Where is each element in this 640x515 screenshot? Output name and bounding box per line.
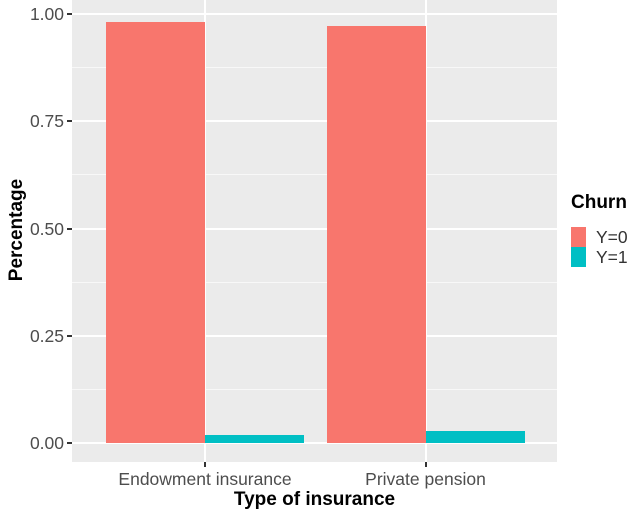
gridline-major-horizontal <box>72 442 557 444</box>
legend-label-y-0: Y=0 <box>596 227 628 247</box>
legend-title: Churn <box>571 192 627 213</box>
x-tick-mark <box>204 462 206 467</box>
gridline-minor-horizontal <box>72 67 557 69</box>
y-tick-label: 1.00 <box>29 4 64 24</box>
y-tick-label: 0.50 <box>29 218 64 239</box>
y-tick-mark <box>67 13 72 15</box>
legend-label-y-1: Y=1 <box>596 247 628 267</box>
gridline-major-horizontal <box>72 13 557 15</box>
x-tick-mark <box>424 462 427 467</box>
bar-y-1-private-pension <box>425 430 525 443</box>
y-tick-mark <box>67 442 72 444</box>
x-tick-label-private-pension: Private pension <box>365 469 486 489</box>
y-tick-mark <box>67 334 72 337</box>
legend-items: Y=0 Y=1 <box>571 227 628 267</box>
y-tick-mark <box>67 120 72 123</box>
gridline-major-horizontal <box>72 120 557 123</box>
gridline-major-vertical <box>424 0 427 462</box>
y-tick-label: 0.75 <box>29 111 64 132</box>
plot-panel <box>72 0 557 462</box>
bar-y-0-private-pension <box>326 26 426 443</box>
y-tick-mark <box>67 227 72 230</box>
gridline-minor-horizontal <box>72 281 557 283</box>
x-tick-label-endowment-insurance: Endowment insurance <box>118 469 292 489</box>
gridline-major-horizontal <box>72 227 557 230</box>
gridline-major-horizontal <box>72 334 557 337</box>
x-axis-title: Type of insurance <box>233 489 396 510</box>
legend-swatch-y-1 <box>571 247 586 267</box>
gridline-minor-horizontal <box>72 388 557 390</box>
gridline-major-vertical <box>204 0 206 462</box>
legend-item-y-0: Y=0 <box>571 227 628 247</box>
legend-swatch-y-0 <box>571 227 586 247</box>
gridline-minor-horizontal <box>72 174 557 176</box>
bar-y-1-endowment-insurance <box>205 435 304 443</box>
legend: Churn Y=0 Y=1 <box>571 192 628 267</box>
y-tick-label: 0.25 <box>29 325 64 346</box>
legend-item-y-1: Y=1 <box>571 247 628 267</box>
y-tick-label: 0.00 <box>29 433 64 453</box>
bar-y-0-endowment-insurance <box>106 21 205 443</box>
